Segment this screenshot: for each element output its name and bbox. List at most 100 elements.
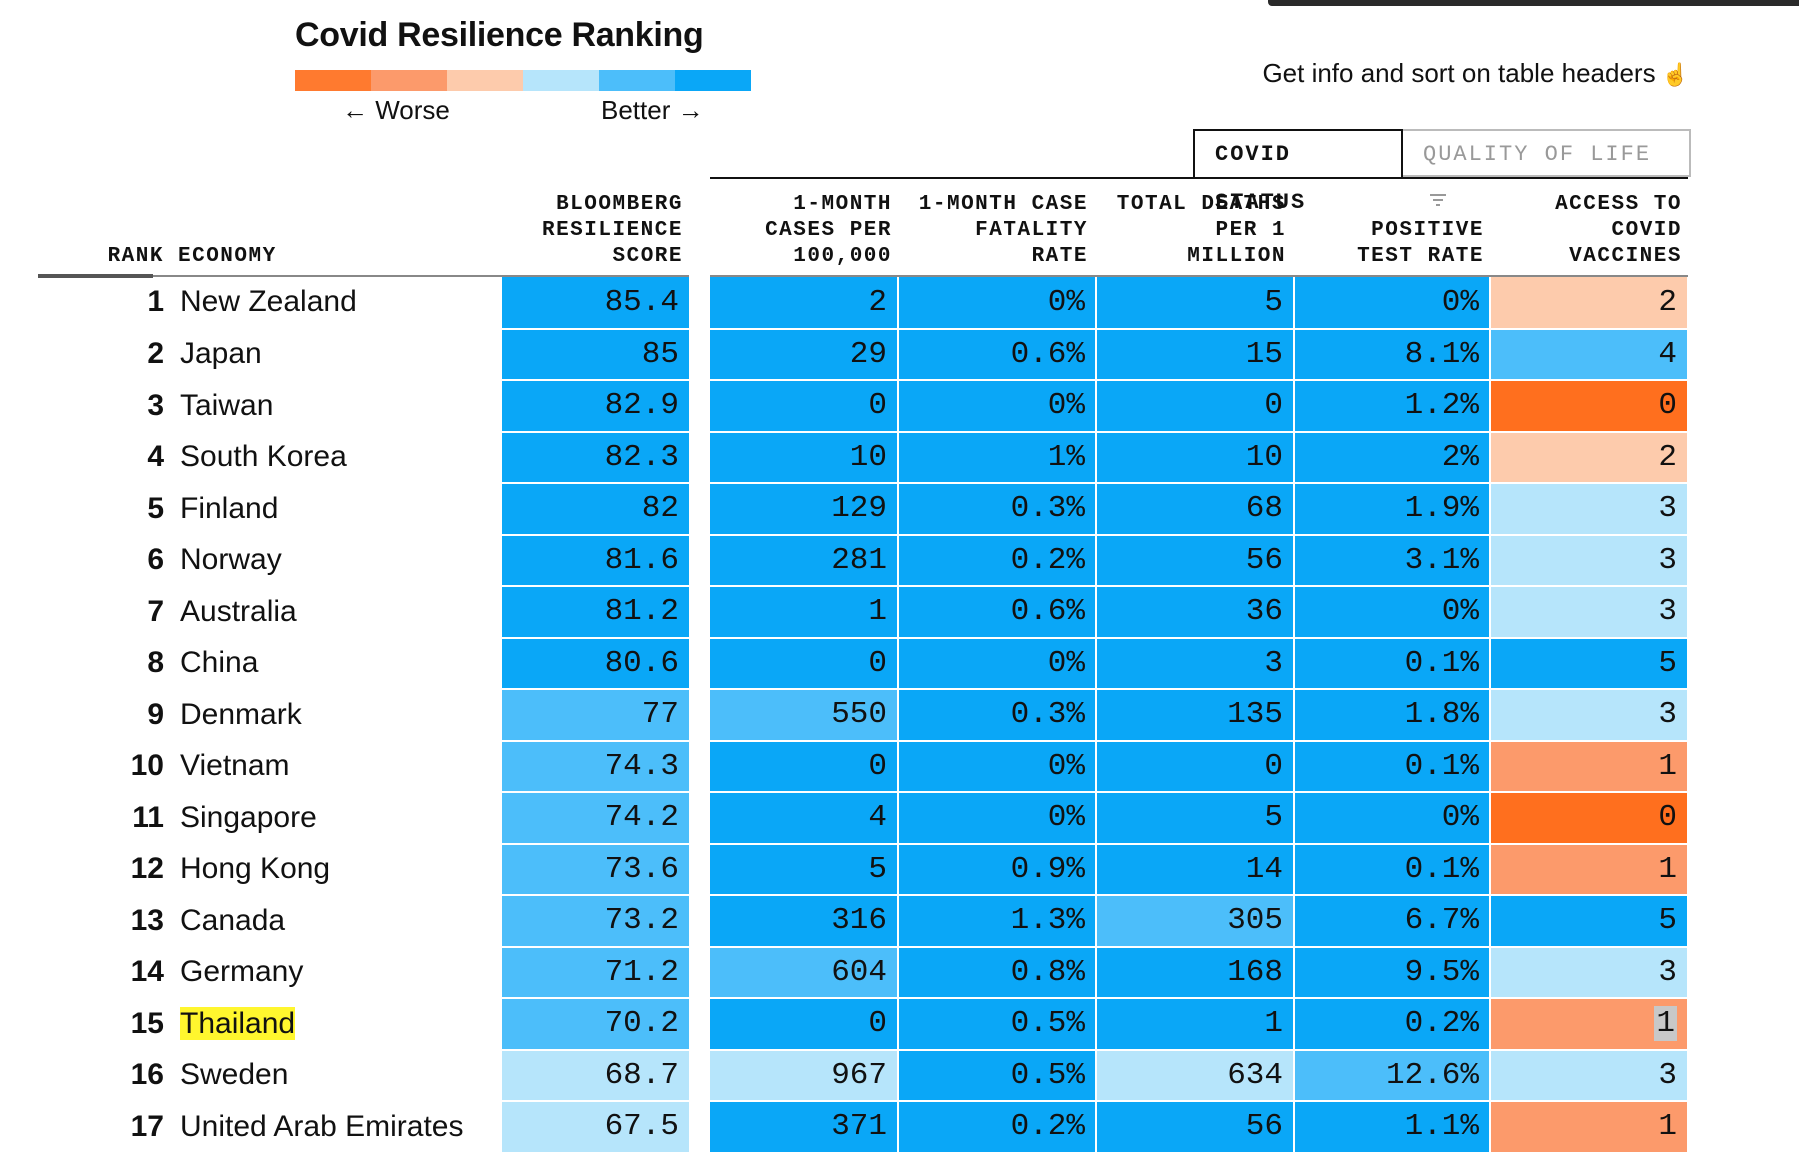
vac-cell: 3: [1490, 586, 1689, 639]
deaths-value: 0: [1264, 748, 1283, 784]
table-row[interactable]: 15 Thailand 70.2 0 0.5% 1 0.2% 1: [38, 998, 1689, 1051]
table-row[interactable]: 4 South Korea 82.3 10 1% 10 2% 2: [38, 431, 1689, 484]
table-row[interactable]: 2 Japan 85 29 0.6% 15 8.1% 4: [38, 328, 1689, 381]
economy-name: New Zealand: [180, 285, 357, 319]
vac-value: 1: [1658, 851, 1677, 887]
vac-value: 3: [1658, 542, 1677, 578]
cfr-cell: 0%: [898, 637, 1097, 690]
ptr-value: 0.2%: [1404, 1006, 1479, 1042]
column-gap: [690, 1049, 710, 1102]
column-gap: [690, 689, 710, 742]
cfr-value: 0.3%: [1010, 697, 1085, 733]
deaths-value: 36: [1245, 594, 1283, 630]
header-total-deaths[interactable]: TOTAL DEATHS PER 1 MILLION: [1090, 192, 1286, 270]
ptr-cell: 0%: [1294, 792, 1491, 845]
tab-bar: COVID STATUS QUALITY OF LIFE: [1193, 129, 1691, 215]
deaths-value: 135: [1227, 697, 1283, 733]
table-row[interactable]: 12 Hong Kong 73.6 5 0.9% 14 0.1% 1: [38, 843, 1689, 896]
score-value: 73.6: [604, 851, 679, 887]
economy-cell: Canada: [164, 895, 502, 948]
economy-cell: Vietnam: [164, 740, 502, 793]
legend-swatch: [599, 70, 675, 91]
vac-cell: 3: [1490, 534, 1689, 587]
table-row[interactable]: 3 Taiwan 82.9 0 0% 0 1.2% 0: [38, 380, 1689, 433]
cases-cell: 0: [710, 380, 899, 433]
table-row[interactable]: 13 Canada 73.2 316 1.3% 305 6.7% 5: [38, 895, 1689, 948]
cfr-value: 0%: [1047, 748, 1085, 784]
score-value: 74.2: [604, 800, 679, 836]
header-rank[interactable]: RANK: [107, 245, 164, 268]
table-row[interactable]: 17 United Arab Emirates 67.5 371 0.2% 56 1.1% 1: [38, 1101, 1689, 1154]
deaths-cell: 135: [1096, 689, 1295, 742]
deaths-value: 14: [1245, 851, 1283, 887]
column-gap: [690, 998, 710, 1051]
score-cell: 82.9: [502, 380, 691, 433]
rank-cell: 10: [38, 740, 164, 793]
header-line: COVID: [1611, 219, 1682, 242]
economy-name: Hong Kong: [180, 852, 331, 886]
vac-cell: 5: [1490, 895, 1689, 948]
table-row[interactable]: 10 Vietnam 74.3 0 0% 0 0.1% 1: [38, 740, 1689, 793]
header-line: RATE: [1031, 245, 1088, 268]
tab-quality-of-life[interactable]: QUALITY OF LIFE: [1403, 129, 1691, 206]
table-row[interactable]: 5 Finland 82 129 0.3% 68 1.9% 3: [38, 483, 1689, 536]
header-case-fatality-rate[interactable]: 1-MONTH CASE FATALITY RATE: [892, 192, 1088, 270]
header-vaccine-access[interactable]: ACCESS TO COVID VACCINES: [1486, 192, 1682, 270]
score-cell: 77: [502, 689, 691, 742]
column-gap: [690, 483, 710, 536]
cfr-value: 0.8%: [1010, 954, 1085, 990]
score-value: 74.3: [604, 748, 679, 784]
deaths-value: 68: [1245, 491, 1283, 527]
header-economy[interactable]: ECONOMY: [178, 245, 277, 268]
table-row[interactable]: 14 Germany 71.2 604 0.8% 168 9.5% 3: [38, 946, 1689, 999]
score-value: 81.6: [604, 542, 679, 578]
table-row[interactable]: 6 Norway 81.6 281 0.2% 56 3.1% 3: [38, 534, 1689, 587]
deaths-value: 634: [1227, 1057, 1283, 1093]
cfr-value: 0.6%: [1010, 336, 1085, 372]
ptr-value: 1.1%: [1404, 1109, 1479, 1145]
header-resilience-score[interactable]: BLOOMBERG RESILIENCE SCORE: [493, 192, 683, 270]
cfr-cell: 0.6%: [898, 586, 1097, 639]
score-value: 85.4: [604, 284, 679, 320]
cases-value: 281: [831, 542, 887, 578]
legend-swatch: [295, 70, 371, 91]
table-row[interactable]: 11 Singapore 74.2 4 0% 5 0% 0: [38, 792, 1689, 845]
economy-name: Thailand: [180, 1006, 296, 1040]
column-gap: [690, 586, 710, 639]
table-row[interactable]: 16 Sweden 68.7 967 0.5% 634 12.6% 3: [38, 1049, 1689, 1102]
cases-value: 1: [868, 594, 887, 630]
cases-cell: 550: [710, 689, 899, 742]
score-cell: 70.2: [502, 998, 691, 1051]
rank-cell: 3: [38, 380, 164, 433]
economy-cell: United Arab Emirates: [164, 1101, 502, 1154]
score-cell: 82: [502, 483, 691, 536]
rank-cell: 17: [38, 1101, 164, 1154]
score-value: 71.2: [604, 954, 679, 990]
vac-cell: 1: [1490, 998, 1689, 1051]
table-row[interactable]: 9 Denmark 77 550 0.3% 135 1.8% 3: [38, 689, 1689, 742]
score-cell: 85.4: [502, 277, 691, 330]
table-row[interactable]: 7 Australia 81.2 1 0.6% 36 0% 3: [38, 586, 1689, 639]
vac-value: 1: [1654, 1006, 1677, 1042]
cases-value: 29: [849, 336, 887, 372]
ptr-value: 1.2%: [1404, 388, 1479, 424]
economy-cell: Hong Kong: [164, 843, 502, 896]
deaths-cell: 5: [1096, 792, 1295, 845]
tab-covid-status[interactable]: COVID STATUS: [1193, 129, 1403, 215]
vac-cell: 1: [1490, 843, 1689, 896]
tab-quality-of-life-label: QUALITY OF LIFE: [1423, 142, 1652, 167]
header-positive-test-rate[interactable]: POSITIVE TEST RATE: [1288, 218, 1484, 270]
rank-cell: 11: [38, 792, 164, 845]
economy-name: Japan: [180, 337, 262, 371]
table-row[interactable]: 8 China 80.6 0 0% 3 0.1% 5: [38, 637, 1689, 690]
economy-name: Sweden: [180, 1058, 289, 1092]
header-divider: [710, 275, 1688, 277]
cases-cell: 29: [710, 328, 899, 381]
economy-name: Norway: [180, 543, 282, 577]
header-cases[interactable]: 1-MONTH CASES PER 100,000: [706, 192, 892, 270]
economy-name: Canada: [180, 903, 286, 937]
rank-cell: 7: [38, 586, 164, 639]
cases-value: 604: [831, 954, 887, 990]
table-row[interactable]: 1 New Zealand 85.4 2 0% 5 0% 2: [38, 277, 1689, 330]
economy-cell: South Korea: [164, 431, 502, 484]
